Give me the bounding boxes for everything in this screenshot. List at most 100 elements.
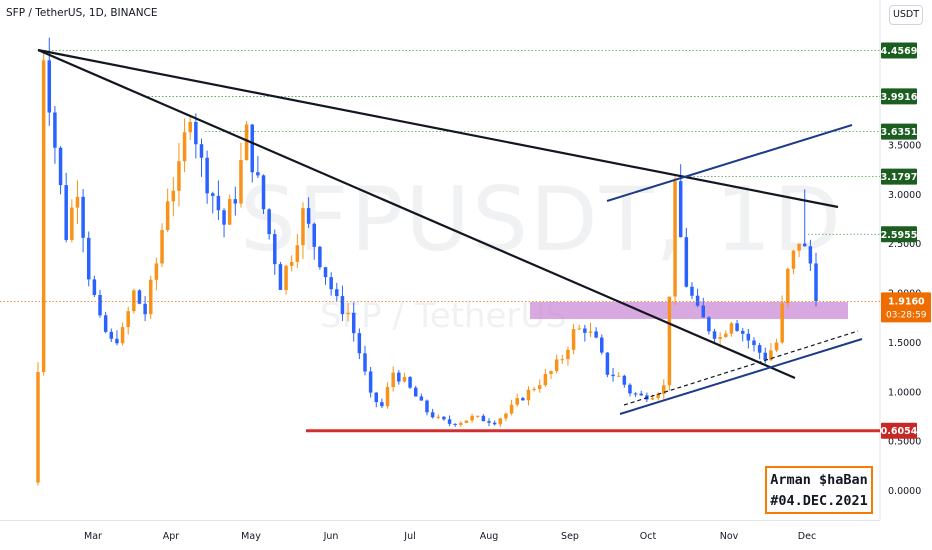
candle — [504, 412, 508, 422]
candle — [239, 142, 243, 208]
candle — [729, 321, 734, 337]
candle — [594, 327, 598, 339]
candle — [81, 189, 85, 253]
candle — [684, 227, 689, 288]
candle — [273, 229, 277, 275]
candle — [538, 379, 542, 393]
author-signature: Arman $haBan #04.DEC.2021 — [765, 466, 873, 514]
candle — [662, 379, 666, 400]
candle — [487, 418, 491, 427]
candle — [622, 374, 627, 388]
candle — [278, 261, 283, 290]
candle — [53, 106, 57, 164]
y-tick-label: 1.0000 — [888, 387, 921, 398]
x-tick-label: Mar — [84, 531, 102, 542]
candle — [98, 289, 102, 318]
candle — [492, 420, 497, 426]
candle — [430, 408, 435, 419]
candle — [340, 285, 345, 322]
candle — [380, 398, 384, 409]
signature-name: Arman $haBan — [770, 472, 868, 488]
candle — [216, 180, 221, 221]
candle — [724, 330, 728, 338]
y-tick-label: 3.0000 — [888, 190, 921, 201]
candle — [740, 327, 745, 342]
candle — [75, 180, 80, 225]
candle — [763, 347, 768, 364]
candle — [41, 50, 46, 376]
candle — [233, 186, 238, 216]
candle — [149, 275, 153, 319]
candle — [498, 417, 503, 428]
candle — [600, 334, 604, 355]
candle — [408, 375, 412, 389]
candle — [667, 296, 672, 391]
candle — [385, 382, 390, 409]
candle — [814, 252, 818, 307]
candle — [475, 415, 480, 418]
svg-text:3.6351: 3.6351 — [881, 127, 918, 138]
candle — [357, 328, 362, 360]
candle — [120, 322, 125, 346]
candle — [368, 366, 373, 398]
candle — [92, 275, 97, 298]
candle — [284, 264, 288, 295]
candle — [267, 208, 271, 240]
candle — [774, 338, 779, 353]
candle — [577, 324, 581, 330]
candle — [583, 324, 587, 342]
candle — [628, 383, 632, 397]
candle — [402, 372, 407, 383]
candle — [222, 208, 226, 238]
candle — [470, 413, 474, 423]
candle — [673, 176, 677, 306]
candle — [126, 306, 130, 335]
y-tick-label: 1.5000 — [888, 338, 921, 349]
candle — [374, 392, 379, 408]
candle — [802, 189, 807, 247]
candle — [442, 416, 446, 421]
symbol-watermark: SFPUSDT, 1D — [240, 168, 844, 271]
candle — [211, 191, 215, 214]
currency-unit-button[interactable]: USDT — [889, 5, 923, 25]
candle — [261, 174, 266, 215]
candle — [70, 199, 74, 243]
symbol-header[interactable]: SFP / TetherUS, 1D, BINANCE — [6, 7, 158, 19]
svg-text:0.6054: 0.6054 — [881, 426, 918, 437]
candle — [143, 296, 147, 322]
price-level-tag: 3.1797 — [881, 168, 917, 185]
candle — [566, 346, 570, 366]
candle — [791, 249, 796, 275]
candle — [509, 399, 514, 416]
candle — [532, 386, 536, 392]
x-tick-label: Dec — [798, 531, 816, 542]
candle — [605, 352, 610, 378]
price-level-tag: 2.5955 — [881, 226, 918, 243]
candle — [436, 414, 441, 420]
y-tick-label: 2.5000 — [888, 239, 921, 250]
x-tick-label: May — [241, 531, 261, 542]
candle — [639, 390, 643, 396]
candle — [318, 245, 322, 270]
name-watermark: SFP / TetherUS — [320, 296, 567, 336]
channel-lower-line — [619, 338, 863, 415]
candle — [701, 297, 705, 318]
candle — [464, 420, 469, 424]
candle — [289, 255, 294, 272]
candle — [109, 328, 114, 342]
price-level-tag: 3.6351 — [881, 123, 918, 140]
downtrend-line-upper — [37, 48, 839, 209]
candle — [447, 415, 452, 427]
dashed-trendline — [623, 330, 859, 406]
candle — [312, 222, 316, 260]
candle — [560, 354, 565, 364]
candle — [633, 392, 638, 398]
y-tick-label: 3.5000 — [888, 140, 921, 151]
current-price-tag: 1.9160 03:28:59 — [881, 292, 931, 323]
candle — [735, 319, 739, 332]
candle — [86, 231, 91, 287]
candle — [205, 150, 209, 204]
svg-text:2.5955: 2.5955 — [881, 230, 918, 241]
